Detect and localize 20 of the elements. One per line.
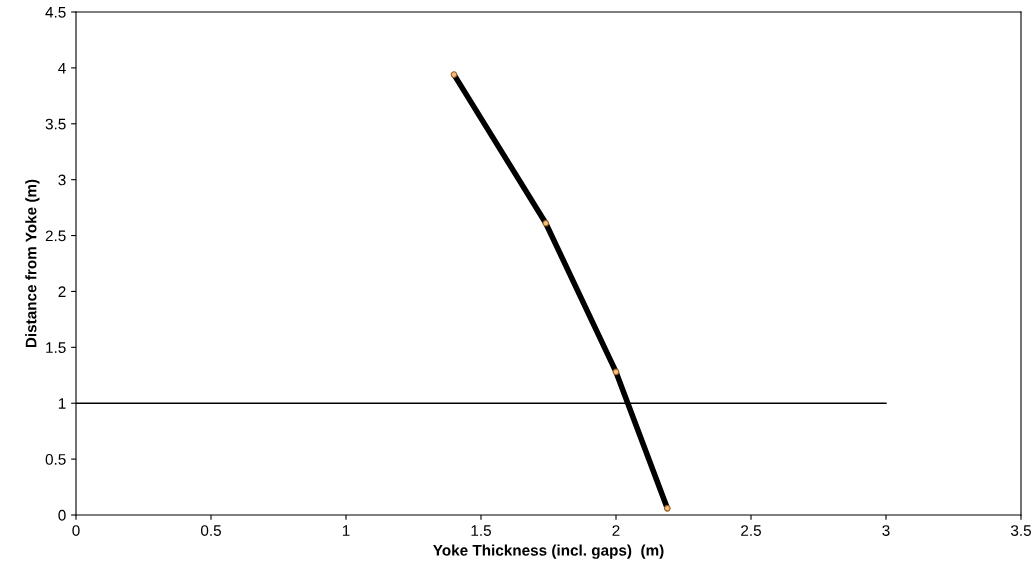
y-tick-label: 0 xyxy=(58,509,66,521)
y-tick-label: 0.5 xyxy=(45,453,66,465)
y-tick-label: 1 xyxy=(58,398,66,409)
y-tick-label: 2.5 xyxy=(45,230,66,242)
y-tick-label: 1.5 xyxy=(46,342,66,354)
x-tick-label: 3 xyxy=(882,525,890,536)
x-tick-label: 3.5 xyxy=(1010,525,1031,536)
x-axis-title: Yoke Thickness (incl. gaps) (m) xyxy=(433,544,664,559)
y-tick-label: 3 xyxy=(58,174,66,186)
y-tick-label: 4.5 xyxy=(45,7,66,18)
x-tick-label: 1.5 xyxy=(471,525,491,536)
x-tick-label: 2.5 xyxy=(741,525,761,536)
x-tick-label: 1 xyxy=(342,525,350,536)
y-axis-title: Distance from Yoke (m) xyxy=(25,179,40,348)
x-tick-label: 0 xyxy=(72,525,80,536)
x-tick-label: 0.5 xyxy=(200,525,221,536)
y-tick-label: 4 xyxy=(58,62,66,74)
y-tick-label: 3.5 xyxy=(45,118,66,130)
x-tick-label: 2 xyxy=(612,525,620,536)
y-tick-label: 2 xyxy=(58,286,66,297)
